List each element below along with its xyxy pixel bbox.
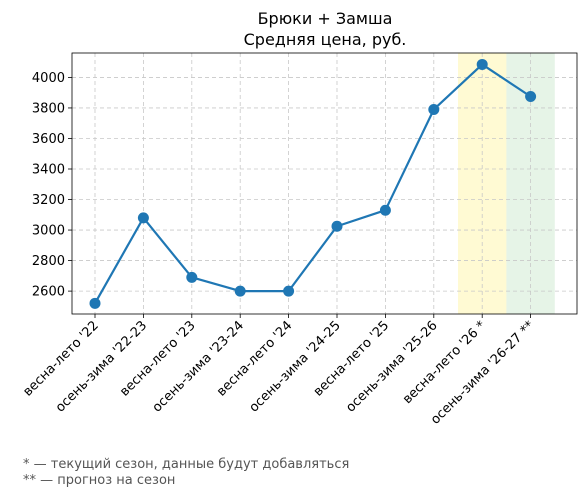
- y-tick-label: 3000: [32, 224, 65, 239]
- data-point: [137, 212, 149, 224]
- season-highlight-band-0: [458, 53, 507, 314]
- y-tick-label: 4000: [32, 71, 65, 86]
- x-tick-label: осень-зима '25-26: [343, 318, 440, 415]
- series-line: [94, 63, 532, 304]
- grid-lines: [72, 53, 577, 314]
- y-tick-label: 3600: [32, 132, 65, 147]
- series-line-layer: [94, 63, 532, 304]
- data-point: [234, 285, 246, 297]
- y-tick-label: 3400: [32, 163, 65, 178]
- footnote-current-season: * — текущий сезон, данные будут добавлят…: [23, 457, 350, 472]
- data-point: [186, 271, 198, 283]
- data-point: [379, 204, 391, 216]
- y-tick-label: 2600: [32, 285, 65, 300]
- data-point: [89, 297, 101, 309]
- x-tick-label: осень-зима '23-24: [150, 318, 247, 415]
- x-tick-label: осень-зима '22-23: [53, 318, 150, 415]
- chart-subtitle: Средняя цена, руб.: [244, 30, 407, 49]
- price-line-chart: Брюки + Замша Средняя цена, руб. весна-л…: [20, 9, 578, 428]
- plot-frame: [71, 52, 578, 315]
- x-tick-label: осень-зима '24-25: [247, 318, 344, 415]
- y-tick-label: 3800: [32, 101, 65, 116]
- y-tick-label: 2800: [32, 254, 65, 269]
- data-point: [283, 285, 295, 297]
- data-point: [476, 58, 488, 70]
- season-highlights: [458, 53, 555, 314]
- chart-title: Брюки + Замша: [258, 9, 393, 28]
- data-point: [331, 220, 343, 232]
- x-tick-label: весна-лето '26 *: [400, 318, 489, 407]
- data-point: [525, 91, 537, 102]
- series-markers: [89, 58, 537, 309]
- y-tick-label: 3200: [32, 193, 65, 208]
- footnote-forecast: ** — прогноз на сезон: [23, 473, 176, 488]
- data-point: [428, 103, 440, 115]
